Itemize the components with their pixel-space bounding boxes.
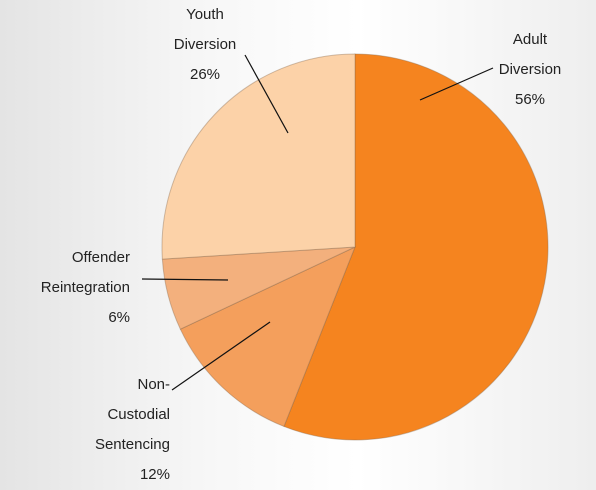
slice-label: Youth Diversion 26% <box>150 0 260 90</box>
pie-slice <box>161 53 356 260</box>
leader-line <box>244 54 289 134</box>
leader-line <box>141 278 229 281</box>
category-label: Adult Diversion <box>498 31 562 78</box>
slice-label: Offender Reintegration 6% <box>10 243 130 333</box>
value-label: 6% <box>108 309 130 326</box>
leader-line <box>419 67 494 101</box>
value-label: 56% <box>514 91 546 108</box>
slices <box>161 53 549 441</box>
leader-line <box>171 321 271 391</box>
value-label: 12% <box>139 466 170 483</box>
slice-label: Non-Custodial Sentencing 12% <box>60 370 170 490</box>
pie-slice <box>161 246 356 330</box>
category-label: Offender Reintegration <box>40 249 130 296</box>
pie-slice <box>179 246 356 428</box>
value-label: 26% <box>189 66 221 83</box>
category-label: Non-Custodial Sentencing <box>94 376 170 453</box>
slice-label: Adult Diversion 56% <box>470 25 590 115</box>
pie-slice <box>283 53 549 441</box>
chart <box>141 53 549 441</box>
category-label: Youth Diversion <box>173 6 237 53</box>
